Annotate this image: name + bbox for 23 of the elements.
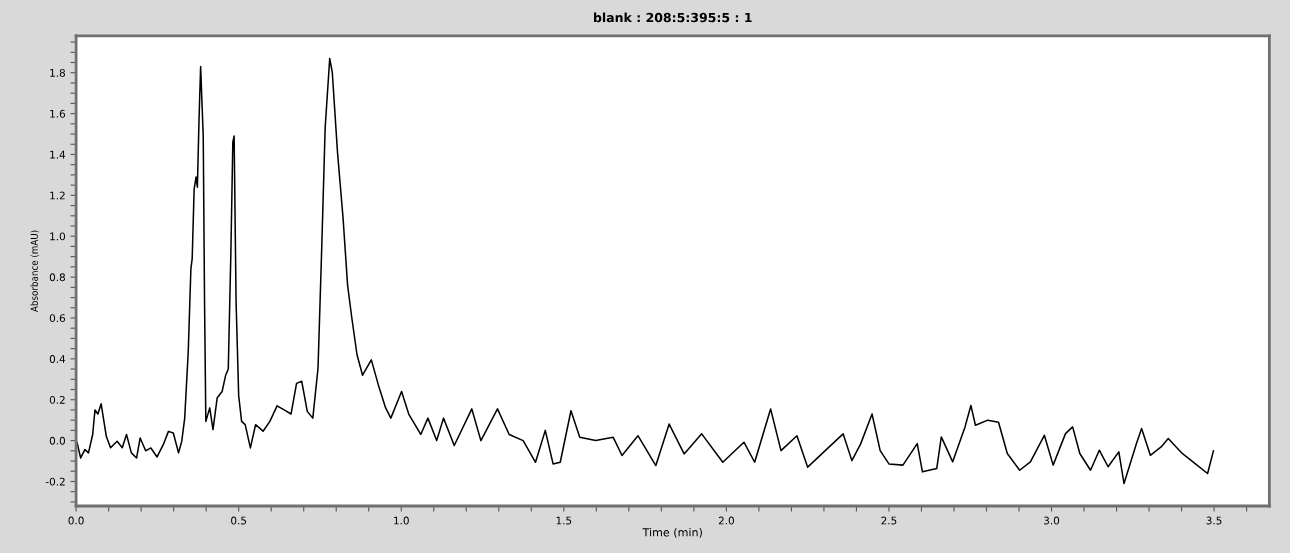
x-tick-label: 0.5 (231, 516, 247, 525)
y-axis-title: Absorbance (mAU) (30, 230, 40, 312)
x-tick-label: 3.5 (1206, 516, 1222, 525)
y-tick-label: -0.2 (45, 477, 65, 486)
y-tick-label: 1.8 (50, 68, 65, 77)
y-tick-label: 1.0 (50, 232, 65, 241)
x-tick-label: 0.0 (68, 516, 84, 525)
y-tick-label: 0.8 (49, 273, 65, 282)
y-tick-label: 1.4 (50, 150, 66, 159)
x-axis-title: Time (min) (642, 527, 702, 538)
y-tick-label: 0.4 (49, 355, 66, 363)
chart-title: blank : 208:5:395:5 : 1 (594, 12, 752, 23)
x-tick-label: 3.0 (1044, 516, 1060, 525)
y-tick-label: 0.0 (49, 436, 65, 445)
x-tick-label: 1.5 (556, 516, 572, 525)
y-tick-label: 1.6 (50, 109, 66, 118)
y-tick-label: 1.2 (50, 191, 65, 200)
x-tick-label: 1.0 (394, 516, 409, 525)
y-tick-label: 0.6 (49, 314, 66, 323)
x-tick-label: 2.5 (881, 516, 897, 525)
y-tick-label: 0.2 (49, 395, 65, 404)
line-series (76, 57, 1215, 485)
x-tick-label: 2.0 (718, 516, 734, 525)
